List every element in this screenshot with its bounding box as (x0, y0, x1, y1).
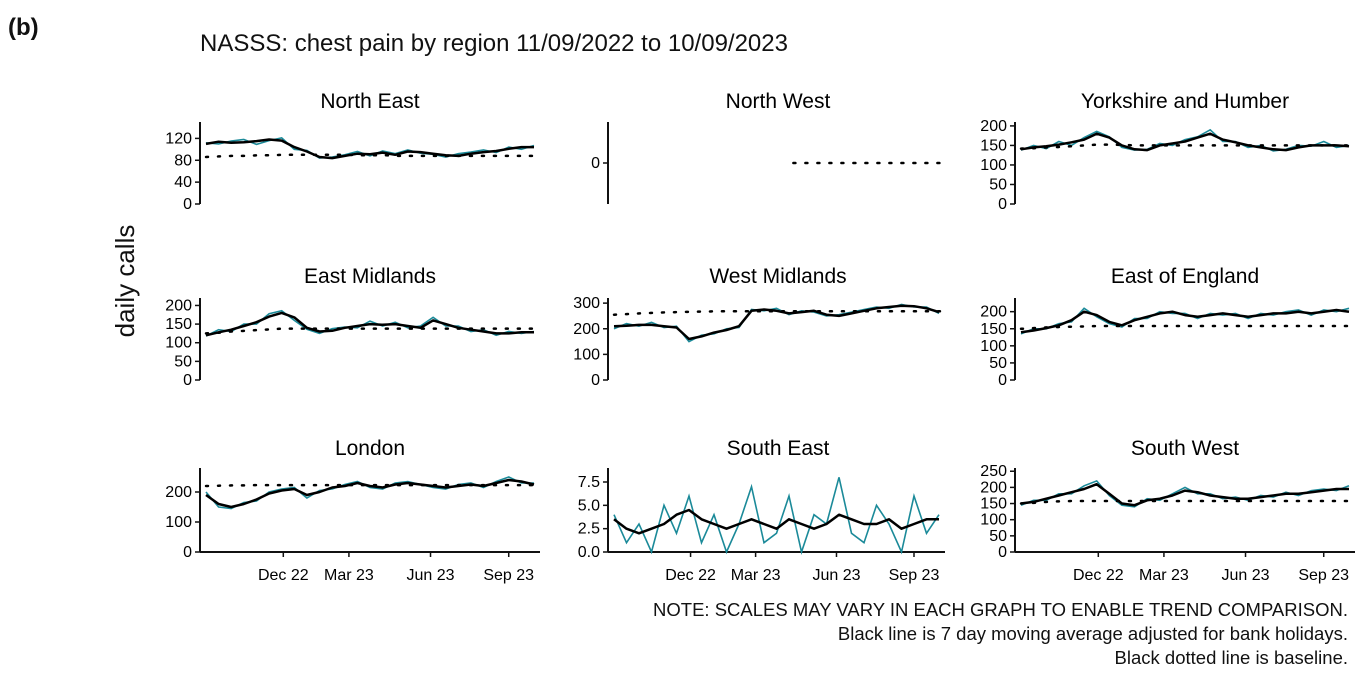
moving-average-line (205, 311, 534, 337)
y-tick-label: 150 (165, 316, 192, 333)
baseline-line (1019, 143, 1357, 150)
y-tick-label: 40 (174, 174, 192, 191)
moving-average-line (1020, 482, 1349, 507)
y-tick-label: 200 (980, 304, 1007, 321)
y-tick-label: 50 (989, 176, 1007, 193)
x-tick-label: Jun 23 (1221, 567, 1269, 584)
y-tick-label: 100 (165, 335, 192, 352)
y-tick-label: 50 (174, 353, 192, 370)
panel-london: London 0 100 200 Dec 22 Mar 23 Jun 23 Sep 23 (165, 437, 542, 584)
x-tick-label: Dec 22 (258, 567, 309, 584)
x-tick-label: Jun 23 (812, 567, 860, 584)
y-tick-label: 80 (174, 152, 192, 169)
panel-title: East of England (1111, 265, 1259, 288)
panel-title: East Midlands (304, 265, 436, 288)
y-tick-label: 5.0 (578, 497, 600, 514)
y-tick-label: 0 (591, 155, 600, 172)
y-tick-label: 100 (980, 512, 1007, 529)
x-tick-label: Mar 23 (324, 567, 374, 584)
y-tick-label: 0 (998, 372, 1007, 389)
panel-title: Yorkshire and Humber (1081, 90, 1289, 113)
panel-north-west: North West 0 (591, 90, 947, 204)
moving-average-line (205, 478, 535, 509)
y-tick-label: 200 (980, 118, 1007, 135)
figure-notes: NOTE: SCALES MAY VARY IN EACH GRAPH TO E… (653, 598, 1348, 670)
y-tick-label: 0 (183, 196, 192, 213)
daily-calls-line (205, 137, 535, 159)
y-tick-label: 0 (591, 372, 600, 389)
y-tick-label: 150 (980, 321, 1007, 338)
moving-average-line (205, 138, 534, 160)
y-tick-label: 7.5 (578, 474, 600, 491)
y-tick-label: 100 (165, 514, 192, 531)
y-tick-label: 2.5 (578, 521, 600, 538)
baseline-line (204, 327, 542, 335)
y-tick-label: 0 (183, 372, 192, 389)
x-tick-label: Sep 23 (889, 567, 940, 584)
panel-south-east: South East 0.0 2.5 5.0 7.5 Dec 22 Mar 23 Jun 23… (578, 437, 945, 584)
figure-label: (b) (8, 14, 39, 41)
moving-average-line (1020, 132, 1350, 152)
y-tick-label: 200 (165, 484, 192, 501)
moving-average-line (613, 508, 939, 535)
y-tick-label: 100 (980, 338, 1007, 355)
panel-title: London (335, 437, 405, 460)
y-tick-label: 300 (573, 295, 600, 312)
baseline-line (612, 310, 947, 316)
y-tick-label: 120 (165, 130, 192, 147)
panel-title: North West (726, 90, 831, 113)
y-tick-label: 200 (980, 479, 1007, 496)
note-scales: NOTE: SCALES MAY VARY IN EACH GRAPH TO E… (653, 599, 1348, 620)
daily-calls-line (205, 476, 534, 510)
panel-west-midlands: West Midlands 0 100 200 300 (573, 265, 947, 389)
y-tick-label: 0 (183, 544, 192, 561)
x-tick-label: Mar 23 (731, 567, 781, 584)
note-moving-average: Black line is 7 day moving average adjus… (837, 623, 1348, 644)
y-tick-label: 250 (980, 463, 1007, 480)
y-tick-label: 0.0 (578, 544, 600, 561)
y-tick-label: 50 (989, 528, 1007, 545)
panel-title: South West (1131, 437, 1239, 460)
x-tick-label: Sep 23 (483, 567, 534, 584)
baseline-line (1019, 499, 1357, 505)
x-tick-label: Dec 22 (665, 567, 716, 584)
x-tick-label: Mar 23 (1139, 567, 1189, 584)
y-tick-label: 100 (573, 346, 600, 363)
baseline-line (1019, 324, 1357, 331)
y-tick-label: 100 (980, 157, 1007, 174)
y-tick-label: 200 (165, 297, 192, 314)
daily-calls-line (613, 477, 940, 555)
moving-average-line (1020, 308, 1350, 334)
panel-title: South East (727, 437, 830, 460)
y-tick-label: 150 (980, 137, 1007, 154)
baseline-line (204, 153, 542, 159)
panel-north-east: North East 0 40 80 120 (165, 90, 542, 213)
y-tick-label: 150 (980, 496, 1007, 513)
y-tick-label: 0 (998, 196, 1007, 213)
y-tick-label: 50 (989, 355, 1007, 372)
x-tick-label: Sep 23 (1298, 567, 1349, 584)
daily-calls-line (1020, 128, 1350, 152)
panel-yorkshire-and-humber: Yorkshire and Humber 0 50 100 150 200 (980, 90, 1357, 213)
moving-average-line (613, 304, 940, 341)
x-tick-label: Jun 23 (406, 567, 454, 584)
y-tick-label: 200 (573, 321, 600, 338)
panel-title: West Midlands (709, 265, 846, 288)
note-baseline: Black dotted line is baseline. (1114, 647, 1348, 668)
panel-title: North East (320, 90, 419, 113)
figure-title: NASSS: chest pain by region 11/09/2022 t… (200, 30, 788, 57)
y-tick-label: 0 (998, 544, 1007, 561)
x-tick-label: Dec 22 (1073, 567, 1124, 584)
